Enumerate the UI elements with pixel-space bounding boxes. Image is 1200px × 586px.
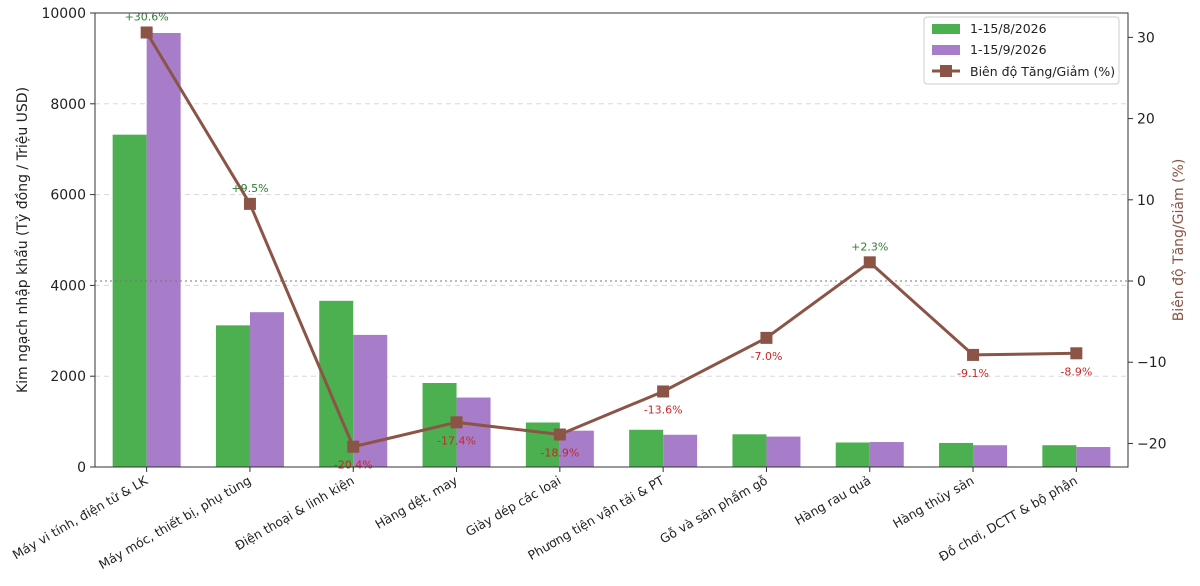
category-label: Hàng rau quả xyxy=(792,473,873,529)
percent-label: +2.3% xyxy=(851,240,888,253)
change-marker xyxy=(347,440,360,453)
bar-aug xyxy=(112,134,147,467)
category-label: Hàng thủy sản xyxy=(890,473,976,532)
legend-label-change: Biên độ Tăng/Giảm (%) xyxy=(970,64,1115,79)
percent-label: -17.4% xyxy=(437,434,476,447)
legend-swatch-sep xyxy=(932,45,960,55)
bar-sep xyxy=(456,397,491,467)
percent-label: -13.6% xyxy=(644,403,683,416)
percent-label: -18.9% xyxy=(540,447,579,460)
percent-label: -20.4% xyxy=(334,459,373,472)
bars xyxy=(112,32,1111,467)
change-marker xyxy=(450,416,463,429)
right-tick-label: 10 xyxy=(1137,193,1155,209)
bar-aug xyxy=(732,434,767,467)
bar-aug xyxy=(1042,445,1077,467)
left-axis-ticks: 0 2000 4000 6000 8000 10000 xyxy=(41,6,95,476)
legend-label-sep: 1-15/9/2026 xyxy=(970,42,1047,57)
change-marker xyxy=(967,348,980,361)
right-tick-label: 20 xyxy=(1137,112,1155,128)
left-tick-label: 0 xyxy=(77,460,86,476)
bar-sep xyxy=(663,434,698,467)
right-axis-ticks: −20 −10 0 10 20 30 xyxy=(1128,30,1167,452)
change-marker xyxy=(1070,347,1083,360)
bar-sep xyxy=(1076,447,1111,467)
bar-sep xyxy=(869,442,904,467)
percent-label: +30.6% xyxy=(125,10,169,23)
left-tick-label: 2000 xyxy=(50,369,86,385)
right-tick-label: −10 xyxy=(1137,355,1167,371)
right-tick-label: 30 xyxy=(1137,30,1155,46)
change-marker xyxy=(553,428,566,441)
percent-label: +9.5% xyxy=(231,182,268,195)
left-tick-label: 4000 xyxy=(50,278,86,294)
percent-label: -7.0% xyxy=(750,350,782,363)
change-marker xyxy=(243,197,256,210)
bar-sep xyxy=(766,436,801,467)
category-label: Giày dép các loại xyxy=(463,473,563,540)
bar-aug xyxy=(629,429,664,467)
left-tick-label: 6000 xyxy=(50,188,86,204)
change-line xyxy=(145,31,1077,449)
right-tick-label: −20 xyxy=(1137,436,1167,452)
bar-sep xyxy=(249,312,284,467)
left-axis-label: Kim ngạch nhập khẩu (Tỷ đồng / Triệu USD… xyxy=(14,87,31,393)
change-marker xyxy=(140,26,153,39)
right-axis-label: Biên độ Tăng/Giảm (%) xyxy=(1171,159,1187,322)
bar-aug xyxy=(939,442,974,467)
legend-label-aug: 1-15/8/2026 xyxy=(970,21,1047,36)
right-tick-label: 0 xyxy=(1137,274,1146,290)
change-marker xyxy=(760,331,773,344)
change-marker xyxy=(657,385,670,398)
change-marker xyxy=(863,256,876,269)
bar-aug xyxy=(835,442,870,467)
bar-aug xyxy=(215,325,250,467)
category-label: Gỗ và sản phẩm gỗ xyxy=(657,473,770,547)
left-tick-label: 10000 xyxy=(41,6,86,22)
legend-swatch-aug xyxy=(932,24,960,34)
percent-label: -9.1% xyxy=(957,367,989,380)
percent-labels: +30.6% +9.5% -20.4% -17.4% -18.9% -13.6% -7.0%… xyxy=(125,10,1093,471)
bar-sep xyxy=(973,445,1008,467)
legend-box xyxy=(923,16,1120,85)
legend: 1-15/8/2026 1-15/9/2026 Biên độ Tăng/Giả… xyxy=(923,16,1120,85)
bar-sep xyxy=(146,32,181,467)
percent-label: -8.9% xyxy=(1060,365,1092,378)
plot-frame xyxy=(94,12,1129,468)
category-label: Hàng dệt, may xyxy=(372,472,460,532)
left-tick-label: 8000 xyxy=(50,97,86,113)
change-line-series xyxy=(140,26,1083,453)
legend-swatch-marker xyxy=(940,65,952,77)
